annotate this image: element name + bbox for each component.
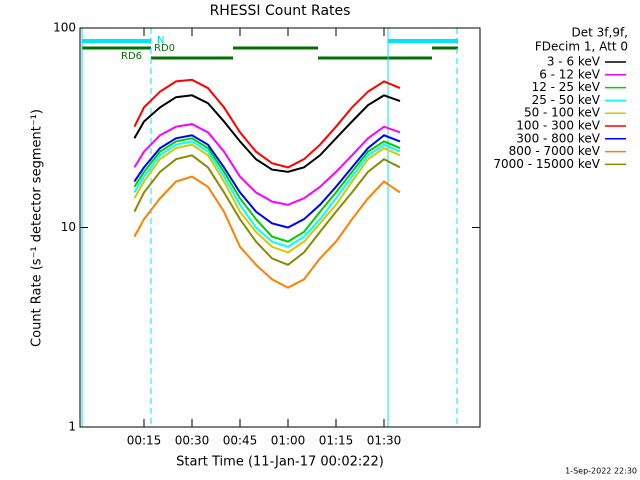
legend-label: 100 - 300 keV: [516, 119, 600, 133]
x-axis-label: Start Time (11-Jan-17 00:02:22): [176, 455, 384, 470]
legend-label: 300 - 800 keV: [516, 131, 600, 145]
x-tick-label: 00:30: [175, 434, 210, 448]
series-line: [133, 123, 401, 206]
x-tick-label: 01:15: [319, 434, 354, 448]
series-line: [133, 140, 401, 248]
y-tick-label: 1: [68, 420, 76, 434]
legend-label: 7000 - 15000 keV: [493, 157, 600, 171]
legend-label: 12 - 25 keV: [532, 80, 601, 94]
series-line: [133, 78, 401, 169]
legend-label: 800 - 7000 keV: [509, 144, 601, 158]
legend-label: 50 - 100 keV: [524, 106, 601, 120]
series-line: [133, 137, 401, 243]
legend-label: 25 - 50 keV: [532, 93, 601, 107]
legend-header: Det 3f,9f,: [572, 26, 629, 40]
series-line: [133, 134, 401, 229]
state-bars: N RD0 RD6: [81, 28, 458, 427]
chart-title: RHESSI Count Rates: [210, 3, 351, 19]
series-line: [133, 143, 401, 254]
y-tick-label: 100: [53, 21, 76, 35]
series-line: [133, 94, 401, 173]
y-tick-label: 10: [61, 220, 76, 234]
x-tick-label: 01:00: [271, 434, 306, 448]
annotation: N: [157, 35, 164, 46]
x-tick-label: 00:45: [223, 434, 258, 448]
y-axis-label: Count Rate (s⁻¹ detector segment⁻¹): [30, 109, 45, 347]
legend-label: 3 - 6 keV: [547, 55, 601, 69]
footer: 1-Sep-2022 22:30: [565, 467, 637, 476]
x-tick-label: 00:15: [127, 434, 162, 448]
annotation: RD6: [121, 51, 142, 62]
legend-label: 6 - 12 keV: [539, 67, 601, 81]
annotation: RD0: [154, 43, 175, 54]
legend-header: FDecim 1, Att 0: [535, 40, 628, 54]
x-tick-label: 01:30: [367, 434, 402, 448]
series-line: [133, 175, 401, 289]
series-line: [133, 154, 401, 266]
